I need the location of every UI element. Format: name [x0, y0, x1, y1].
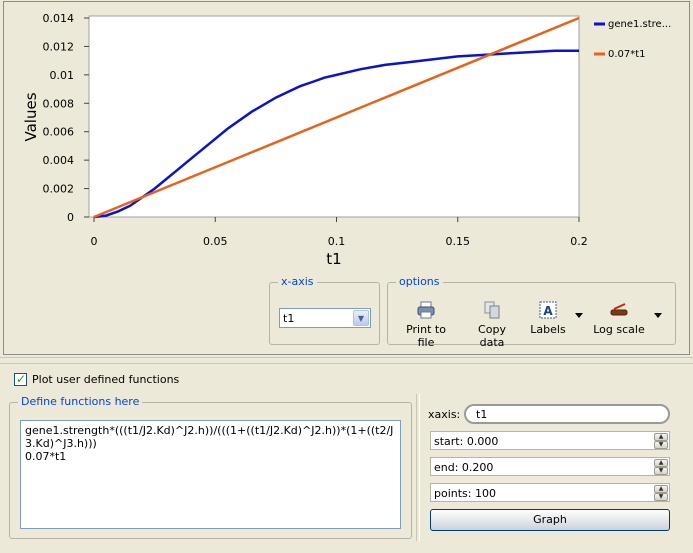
y-tick-label: 0.014: [43, 12, 75, 25]
plot-user-functions-checkbox[interactable]: ✓: [14, 372, 27, 386]
x-tick-label: 0: [91, 235, 98, 248]
x-axis-ticks: 0 0.05 0.1 0.15 0.2: [91, 217, 588, 248]
copy-data-button[interactable]: Copy data: [464, 301, 520, 349]
y-tick-label: 0.01: [50, 69, 75, 82]
printer-icon: [417, 301, 435, 321]
legend-label-gene1: gene1.stre...: [608, 19, 671, 30]
labels-dropdown-arrow-icon[interactable]: [575, 313, 583, 318]
functions-group-title: Define functions here: [18, 395, 143, 408]
functions-group: Define functions here gene1.strength*(((…: [9, 395, 412, 539]
graph-button[interactable]: Graph: [430, 509, 670, 531]
y-tick-label: 0: [67, 211, 74, 224]
checkmark-icon: ✓: [16, 372, 27, 386]
labels-label: Labels: [530, 323, 566, 336]
points-value: points: 100: [434, 487, 496, 500]
spin-up-icon[interactable]: ▲: [654, 433, 668, 441]
plot-pane: 0.014 0.012 0.01 0.008 0.006 0.004 0.002 0 0 0.0…: [3, 1, 690, 355]
chevron-down-icon[interactable]: ▼: [353, 310, 369, 326]
y-tick-label: 0.004: [43, 154, 75, 167]
spin-up-icon[interactable]: ▲: [654, 459, 668, 467]
legend: gene1.stre... 0.07*t1: [594, 19, 671, 60]
series-lines: [93, 16, 580, 219]
y-axis-label: Values: [22, 92, 40, 141]
plot-area: [88, 15, 580, 218]
xaxis-group: x-axis t1 ▼: [269, 275, 380, 345]
print-to-file-button[interactable]: Print to file: [398, 301, 454, 349]
y-tick-label: 0.002: [43, 183, 75, 196]
x-tick-label: 0.15: [446, 235, 471, 248]
options-group: options Print to file: [387, 275, 676, 349]
y-tick-label: 0.008: [43, 97, 75, 110]
spin-down-icon[interactable]: ▼: [654, 493, 668, 501]
series-line-linear: [93, 16, 580, 219]
legend-label-linear: 0.07*t1: [608, 49, 646, 60]
points-spinbox[interactable]: points: 100 ▲ ▼: [430, 483, 670, 502]
log-scale-dropdown-arrow-icon[interactable]: [654, 313, 662, 318]
y-tick-label: 0.006: [43, 126, 75, 139]
pane-splitter[interactable]: [0, 357, 693, 364]
log-scale-label: Log scale: [593, 323, 645, 336]
log-icon: [610, 301, 628, 321]
print-to-file-label: Print to file: [406, 323, 446, 349]
x-axis-label: t1: [326, 250, 341, 268]
end-value: end: 0.200: [434, 461, 494, 474]
series-line-gene1: [93, 49, 579, 219]
xaxis-select-value: t1: [283, 312, 295, 325]
spin-down-icon[interactable]: ▼: [654, 467, 668, 475]
xaxis-select[interactable]: t1 ▼: [279, 308, 371, 328]
options-group-title: options: [396, 275, 443, 288]
end-spinbox[interactable]: end: 0.200 ▲ ▼: [430, 457, 670, 476]
y-tick-label: 0.012: [43, 40, 75, 53]
log-scale-button[interactable]: Log scale: [592, 301, 646, 336]
spin-down-icon[interactable]: ▼: [654, 441, 668, 449]
xaxis-input[interactable]: t1: [464, 404, 670, 424]
plot-user-functions-label: Plot user defined functions: [32, 373, 180, 386]
start-spinbox[interactable]: start: 0.000 ▲ ▼: [430, 431, 670, 450]
x-tick-label: 0.2: [570, 235, 588, 248]
xaxis-group-title: x-axis: [278, 275, 317, 288]
functions-textarea[interactable]: gene1.strength*(((t1/J2.Kd)^J2.h))/(((1+…: [20, 420, 401, 529]
vertical-divider: [416, 394, 420, 541]
copy-data-label: Copy data: [478, 323, 506, 349]
x-tick-label: 0.1: [328, 235, 346, 248]
xaxis-label: xaxis:: [428, 408, 461, 421]
labels-button[interactable]: A Labels: [528, 301, 568, 336]
labels-icon: A: [539, 301, 557, 321]
spin-up-icon[interactable]: ▲: [654, 485, 668, 493]
x-tick-label: 0.05: [203, 235, 228, 248]
start-value: start: 0.000: [434, 435, 499, 448]
y-axis-ticks: 0.014 0.012 0.01 0.008 0.006 0.004 0.002 0: [43, 12, 89, 224]
svg-text:A: A: [543, 304, 553, 318]
copy-icon: [483, 301, 501, 321]
